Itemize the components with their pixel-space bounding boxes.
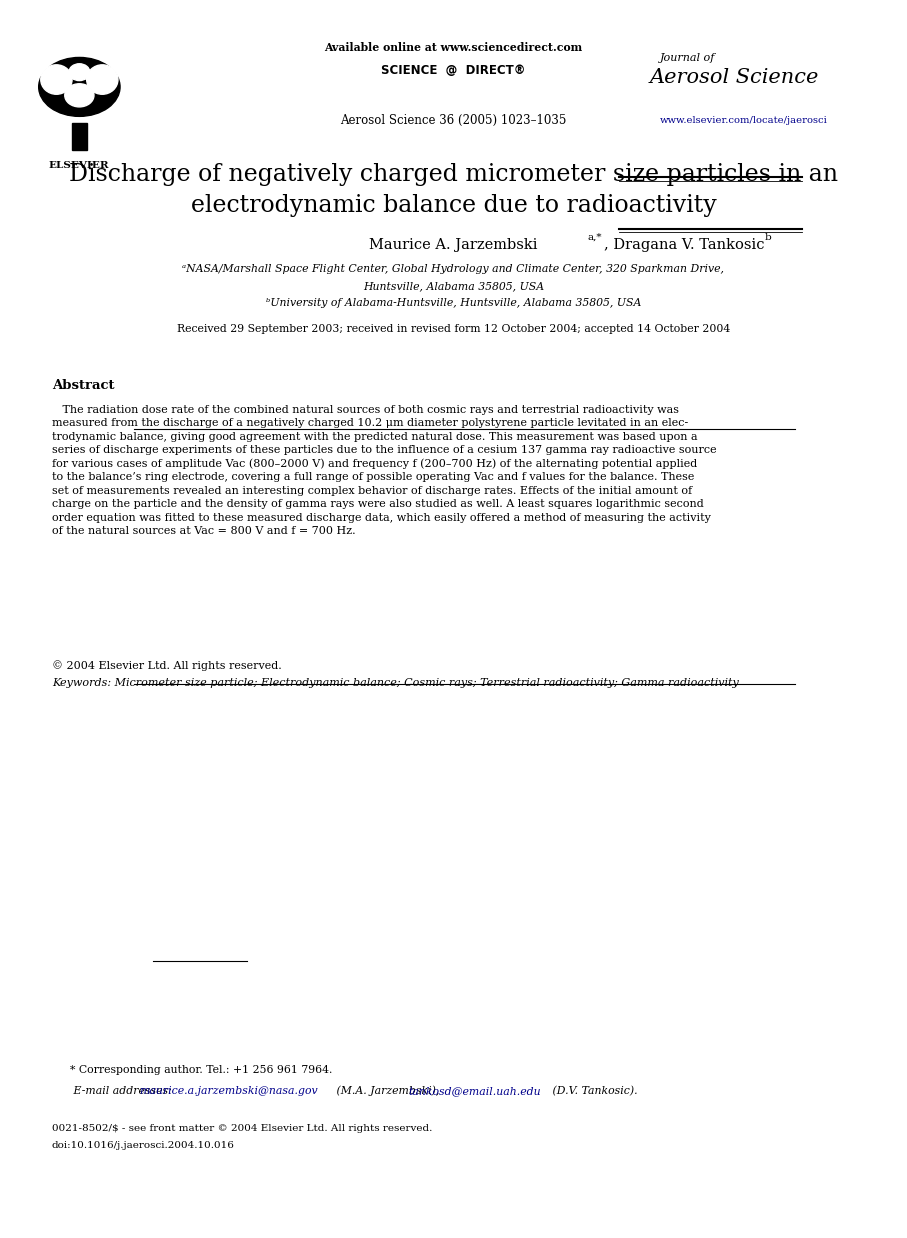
Text: www.elsevier.com/locate/jaerosci: www.elsevier.com/locate/jaerosci: [660, 116, 828, 125]
Text: Maurice A. Jarzembski: Maurice A. Jarzembski: [369, 238, 538, 251]
Text: Aerosol Science 36 (2005) 1023–1035: Aerosol Science 36 (2005) 1023–1035: [340, 114, 567, 128]
Text: E-mail addresses:: E-mail addresses:: [63, 1086, 176, 1096]
Text: , Dragana V. Tankosic: , Dragana V. Tankosic: [604, 238, 765, 251]
Text: © 2004 Elsevier Ltd. All rights reserved.: © 2004 Elsevier Ltd. All rights reserved…: [52, 660, 281, 671]
Text: ᵃNASA/Marshall Space Flight Center, Global Hydrology and Climate Center, 320 Spa: ᵃNASA/Marshall Space Flight Center, Glob…: [182, 264, 725, 274]
Text: Discharge of negatively charged micrometer size particles in an: Discharge of negatively charged micromet…: [69, 163, 838, 187]
Text: doi:10.1016/j.jaerosci.2004.10.016: doi:10.1016/j.jaerosci.2004.10.016: [52, 1141, 235, 1150]
Ellipse shape: [64, 84, 94, 106]
Ellipse shape: [87, 64, 118, 94]
Text: SCIENCE  @  DIRECT®: SCIENCE @ DIRECT®: [381, 64, 526, 78]
Text: Keywords: Micrometer size particle; Electrodynamic balance; Cosmic rays; Terrest: Keywords: Micrometer size particle; Elec…: [52, 678, 738, 688]
Text: ᵇUniversity of Alabama-Huntsville, Huntsville, Alabama 35805, USA: ᵇUniversity of Alabama-Huntsville, Hunts…: [266, 298, 641, 308]
Text: Aerosol Science: Aerosol Science: [649, 68, 819, 87]
Ellipse shape: [39, 57, 120, 116]
Bar: [72, 123, 87, 150]
Text: electrodynamic balance due to radioactivity: electrodynamic balance due to radioactiv…: [190, 194, 717, 218]
Ellipse shape: [69, 63, 90, 80]
Text: Journal of: Journal of: [660, 53, 716, 63]
Text: (M.A. Jarzembski),: (M.A. Jarzembski),: [333, 1086, 443, 1097]
Text: b: b: [765, 233, 771, 241]
Text: * Corresponding author. Tel.: +1 256 961 7964.: * Corresponding author. Tel.: +1 256 961…: [63, 1065, 333, 1075]
Ellipse shape: [41, 64, 72, 94]
Text: tankosd@email.uah.edu: tankosd@email.uah.edu: [408, 1086, 541, 1096]
Text: Received 29 September 2003; received in revised form 12 October 2004; accepted 1: Received 29 September 2003; received in …: [177, 324, 730, 334]
Text: Available online at www.sciencedirect.com: Available online at www.sciencedirect.co…: [325, 42, 582, 53]
Text: Abstract: Abstract: [52, 379, 114, 392]
Text: ELSEVIER: ELSEVIER: [49, 161, 109, 170]
Text: The radiation dose rate of the combined natural sources of both cosmic rays and : The radiation dose rate of the combined …: [52, 405, 717, 536]
Text: Huntsville, Alabama 35805, USA: Huntsville, Alabama 35805, USA: [363, 281, 544, 291]
Text: maurice.a.jarzembski@nasa.gov: maurice.a.jarzembski@nasa.gov: [139, 1086, 317, 1096]
Text: a,*: a,*: [588, 233, 602, 241]
Text: (D.V. Tankosic).: (D.V. Tankosic).: [549, 1086, 638, 1096]
Text: 0021-8502/$ - see front matter © 2004 Elsevier Ltd. All rights reserved.: 0021-8502/$ - see front matter © 2004 El…: [52, 1124, 432, 1133]
